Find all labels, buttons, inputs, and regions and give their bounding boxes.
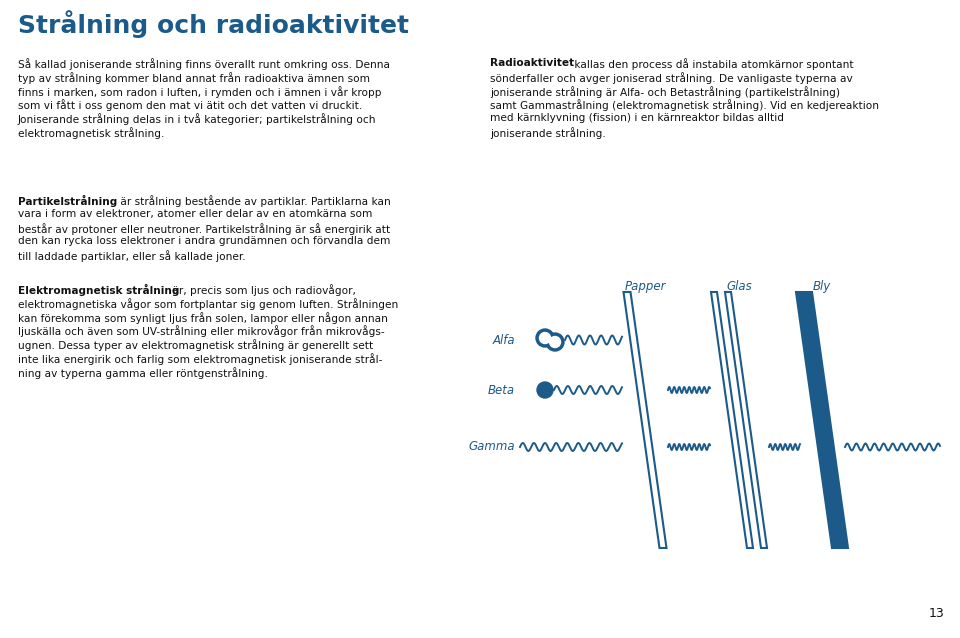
- Text: typ av strålning kommer bland annat från radioaktiva ämnen som: typ av strålning kommer bland annat från…: [18, 72, 370, 84]
- Text: Så kallad joniserande strålning finns överallt runt omkring oss. Denna: Så kallad joniserande strålning finns öv…: [18, 58, 390, 70]
- Text: Elektromagnetisk strålning: Elektromagnetisk strålning: [18, 284, 180, 296]
- Text: samt Gammastrålning (elektromagnetisk strålning). Vid en kedjereaktion: samt Gammastrålning (elektromagnetisk st…: [490, 100, 879, 111]
- Text: ugnen. Dessa typer av elektromagnetisk strålning är generellt sett: ugnen. Dessa typer av elektromagnetisk s…: [18, 339, 373, 351]
- Text: finns i marken, som radon i luften, i rymden och i ämnen i vår kropp: finns i marken, som radon i luften, i ry…: [18, 85, 381, 98]
- Text: elektromagnetiska vågor som fortplantar sig genom luften. Strålningen: elektromagnetiska vågor som fortplantar …: [18, 298, 398, 309]
- Circle shape: [537, 382, 553, 398]
- Text: till laddade partiklar, eller så kallade joner.: till laddade partiklar, eller så kallade…: [18, 250, 246, 262]
- Circle shape: [540, 332, 550, 343]
- Text: Bly: Bly: [813, 280, 831, 293]
- Text: 13: 13: [928, 607, 944, 620]
- Text: inte lika energirik och farlig som elektromagnetisk joniserande strål-: inte lika energirik och farlig som elekt…: [18, 353, 382, 365]
- Text: kallas den process då instabila atomkärnor spontant: kallas den process då instabila atomkärn…: [571, 58, 853, 70]
- Text: den kan rycka loss elektroner i andra grundämnen och förvandla dem: den kan rycka loss elektroner i andra gr…: [18, 237, 391, 246]
- Text: vara i form av elektroner, atomer eller delar av en atomkärna som: vara i form av elektroner, atomer eller …: [18, 209, 372, 219]
- Text: Glas: Glas: [726, 280, 752, 293]
- Circle shape: [546, 333, 564, 351]
- Text: Joniserande strålning delas in i två kategorier; partikelstrålning och: Joniserande strålning delas in i två kat…: [18, 113, 376, 125]
- Polygon shape: [711, 292, 753, 548]
- Text: Partikelstrålning: Partikelstrålning: [18, 195, 117, 207]
- Text: Strålning och radioaktivitet: Strålning och radioaktivitet: [18, 10, 409, 38]
- Text: Papper: Papper: [624, 280, 665, 293]
- Text: Beta: Beta: [488, 383, 515, 396]
- Text: är, precis som ljus och radiovågor,: är, precis som ljus och radiovågor,: [169, 284, 355, 296]
- Text: kan förekomma som synligt ljus från solen, lampor eller någon annan: kan förekomma som synligt ljus från sole…: [18, 311, 388, 323]
- Circle shape: [549, 336, 561, 348]
- Text: som vi fått i oss genom den mat vi ätit och det vatten vi druckit.: som vi fått i oss genom den mat vi ätit …: [18, 100, 362, 111]
- Text: med kärnklyvning (fission) i en kärnreaktor bildas alltid: med kärnklyvning (fission) i en kärnreak…: [490, 113, 784, 123]
- Polygon shape: [725, 292, 767, 548]
- Polygon shape: [623, 292, 666, 548]
- Text: består av protoner eller neutroner. Partikelstrålning är så energirik att: består av protoner eller neutroner. Part…: [18, 223, 391, 235]
- Text: joniserande strålning är Alfa- och Betastrålning (partikelstrålning): joniserande strålning är Alfa- och Betas…: [490, 85, 840, 98]
- Text: ning av typerna gamma eller röntgenstrålning.: ning av typerna gamma eller röntgenstrål…: [18, 367, 268, 379]
- Text: elektromagnetisk strålning.: elektromagnetisk strålning.: [18, 127, 164, 139]
- Text: är strålning bestående av partiklar. Partiklarna kan: är strålning bestående av partiklar. Par…: [116, 195, 391, 207]
- Text: Alfa: Alfa: [492, 334, 515, 346]
- Text: Radioaktivitet: Radioaktivitet: [490, 58, 574, 68]
- Text: ljuskälla och även som UV-strålning eller mikrovågor från mikrovågs-: ljuskälla och även som UV-strålning elle…: [18, 325, 385, 338]
- Text: joniserande strålning.: joniserande strålning.: [490, 127, 606, 139]
- Circle shape: [536, 329, 554, 347]
- Polygon shape: [796, 292, 848, 548]
- Text: Gamma: Gamma: [468, 440, 515, 454]
- Text: sönderfaller och avger joniserad strålning. De vanligaste typerna av: sönderfaller och avger joniserad strålni…: [490, 72, 852, 84]
